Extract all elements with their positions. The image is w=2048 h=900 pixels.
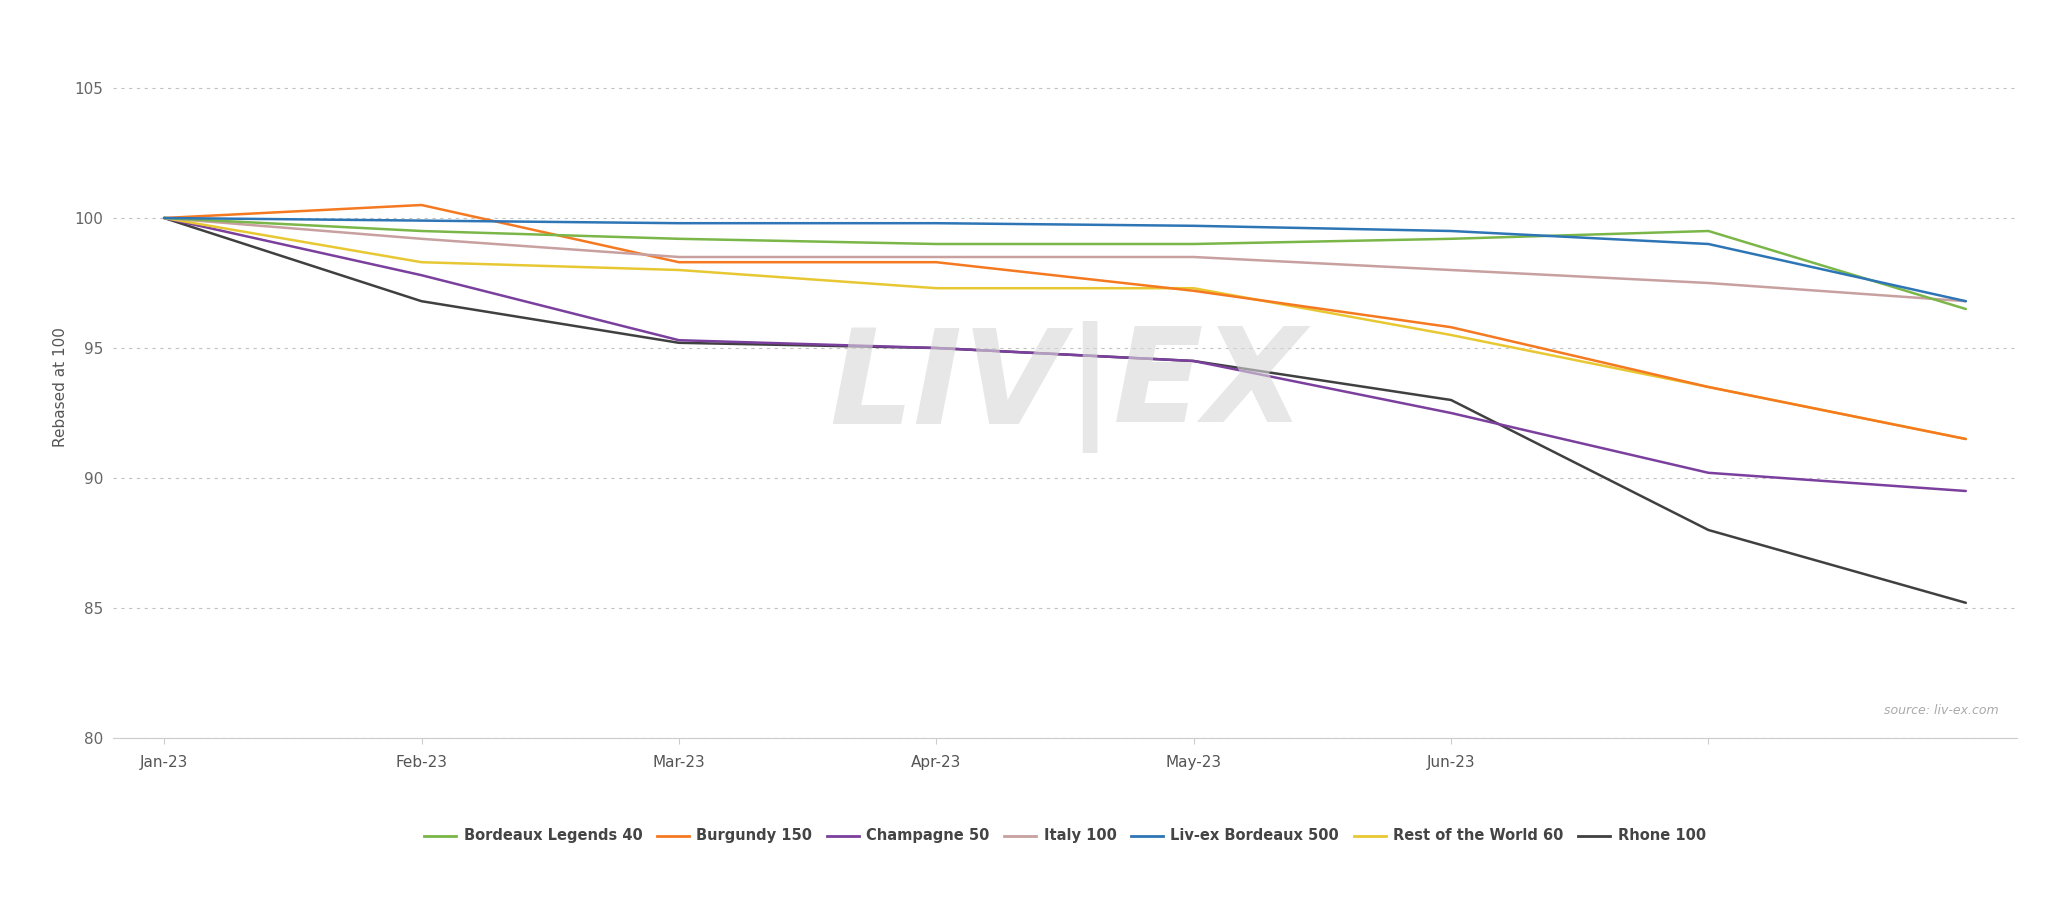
Text: source: liv-ex.com: source: liv-ex.com: [1884, 704, 1999, 717]
Legend: Bordeaux Legends 40, Burgundy 150, Champagne 50, Italy 100, Liv-ex Bordeaux 500,: Bordeaux Legends 40, Burgundy 150, Champ…: [418, 823, 1712, 850]
Y-axis label: Rebased at 100: Rebased at 100: [53, 327, 68, 447]
Text: |EX: |EX: [1065, 321, 1305, 453]
Text: LIV: LIV: [829, 323, 1065, 451]
